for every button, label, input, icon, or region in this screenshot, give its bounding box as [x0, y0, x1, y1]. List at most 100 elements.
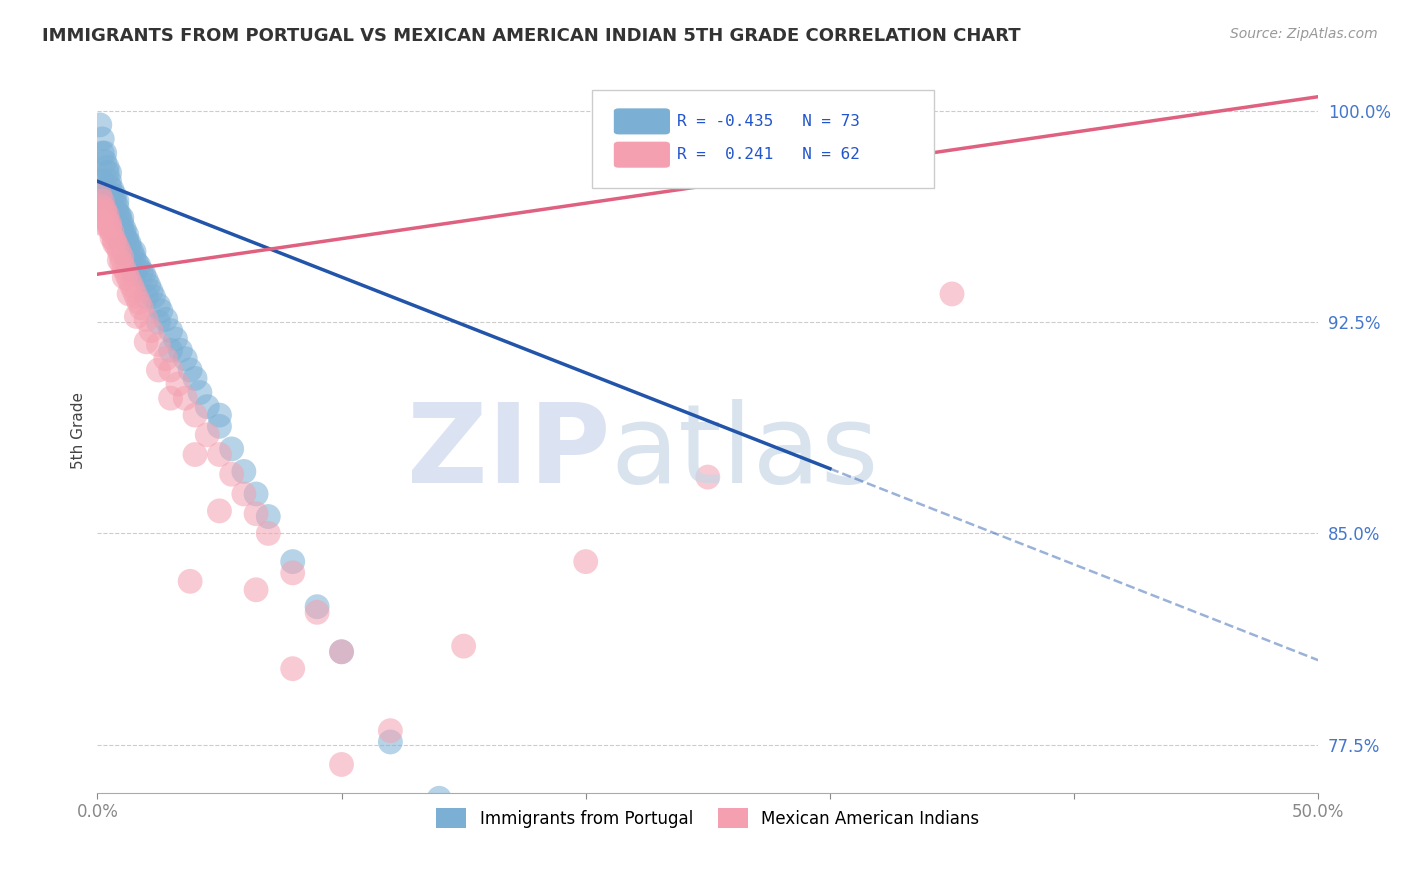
Point	[98, 179, 121, 194]
Point	[135, 312, 157, 326]
Point	[159, 391, 181, 405]
Point	[93, 205, 115, 219]
Point	[98, 222, 121, 236]
Point	[98, 174, 121, 188]
Point	[138, 278, 160, 293]
Point	[103, 217, 125, 231]
Point	[111, 256, 134, 270]
Point	[575, 555, 598, 569]
Text: R = -0.435   N = 73: R = -0.435 N = 73	[678, 114, 860, 128]
Point	[149, 303, 172, 318]
Point	[103, 188, 125, 202]
Point	[696, 470, 718, 484]
Point	[98, 219, 121, 234]
FancyBboxPatch shape	[614, 142, 671, 168]
Point	[103, 194, 125, 208]
Point	[155, 312, 177, 326]
Point	[93, 154, 115, 169]
Point	[427, 791, 450, 805]
Point	[159, 363, 181, 377]
Point	[101, 225, 124, 239]
Point	[184, 371, 207, 385]
Point	[93, 146, 115, 161]
Point	[330, 645, 353, 659]
Point	[330, 645, 353, 659]
Point	[98, 166, 121, 180]
Point	[96, 208, 118, 222]
Point	[142, 290, 165, 304]
Point	[245, 487, 267, 501]
Text: IMMIGRANTS FROM PORTUGAL VS MEXICAN AMERICAN INDIAN 5TH GRADE CORRELATION CHART: IMMIGRANTS FROM PORTUGAL VS MEXICAN AMER…	[42, 27, 1021, 45]
Point	[169, 343, 191, 358]
Point	[232, 465, 254, 479]
Point	[184, 408, 207, 422]
Point	[118, 273, 141, 287]
Point	[159, 343, 181, 358]
Y-axis label: 5th Grade: 5th Grade	[72, 392, 86, 469]
Point	[125, 256, 148, 270]
Point	[208, 504, 231, 518]
Text: Source: ZipAtlas.com: Source: ZipAtlas.com	[1230, 27, 1378, 41]
Point	[105, 200, 128, 214]
Point	[221, 442, 243, 456]
Point	[148, 363, 170, 377]
Point	[208, 419, 231, 434]
Point	[101, 188, 124, 202]
Point	[115, 267, 138, 281]
Legend: Immigrants from Portugal, Mexican American Indians: Immigrants from Portugal, Mexican Americ…	[430, 801, 986, 835]
Point	[125, 310, 148, 324]
Point	[257, 509, 280, 524]
Point	[184, 448, 207, 462]
Point	[115, 234, 138, 248]
Point	[155, 351, 177, 366]
Point	[115, 227, 138, 242]
Point	[195, 427, 218, 442]
Point	[108, 234, 131, 248]
Point	[91, 174, 114, 188]
Point	[380, 723, 402, 738]
Point	[125, 290, 148, 304]
Point	[91, 194, 114, 208]
Point	[257, 526, 280, 541]
Point	[122, 244, 145, 259]
Point	[105, 225, 128, 239]
Point	[118, 287, 141, 301]
Point	[111, 217, 134, 231]
Point	[281, 555, 304, 569]
Point	[132, 267, 155, 281]
Point	[96, 191, 118, 205]
Point	[165, 332, 187, 346]
Point	[108, 253, 131, 268]
Point	[380, 735, 402, 749]
Point	[307, 599, 329, 614]
Point	[179, 363, 201, 377]
Point	[96, 213, 118, 227]
FancyBboxPatch shape	[592, 90, 934, 188]
Point	[91, 200, 114, 214]
Point	[112, 270, 135, 285]
Point	[188, 385, 211, 400]
Point	[101, 230, 124, 244]
Point	[307, 605, 329, 619]
Point	[174, 391, 197, 405]
Point	[131, 301, 153, 315]
Point	[131, 264, 153, 278]
Point	[281, 662, 304, 676]
Point	[122, 284, 145, 298]
Text: R =  0.241   N = 62: R = 0.241 N = 62	[678, 147, 860, 162]
Point	[108, 211, 131, 225]
Point	[135, 273, 157, 287]
Point	[135, 334, 157, 349]
Point	[139, 324, 162, 338]
Point	[111, 250, 134, 264]
Point	[245, 582, 267, 597]
Point	[453, 639, 475, 653]
Point	[98, 200, 121, 214]
Point	[91, 132, 114, 146]
Point	[139, 284, 162, 298]
Point	[91, 217, 114, 231]
Point	[122, 250, 145, 264]
Point	[93, 202, 115, 217]
Point	[179, 574, 201, 589]
Point	[128, 259, 150, 273]
